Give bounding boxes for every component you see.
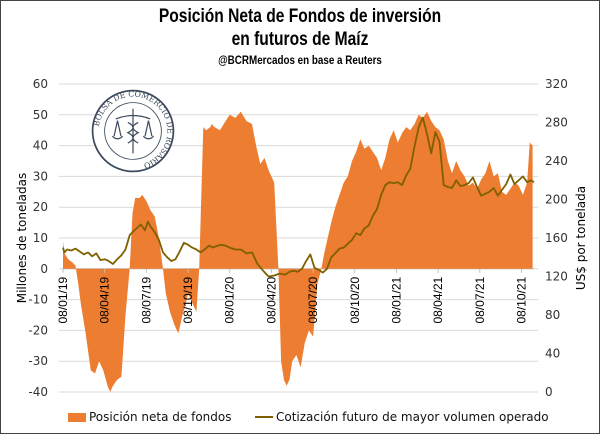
y-left-ticks: 60 50 40 30 20 10 0 -10 -20 -30 -40	[28, 77, 48, 399]
y-left-tick-label: -30	[28, 354, 48, 368]
y-left-axis-label: Millones de toneladas	[15, 173, 29, 304]
legend-line-swatch-icon	[255, 416, 273, 418]
x-tick-label: 08/01/20	[223, 276, 237, 323]
y-left-tick-label: 20	[33, 200, 48, 214]
bcr-logo: BOLSA DE COMERCIO DE ROSARIO	[91, 90, 174, 173]
y-right-tick-label: 160	[545, 231, 568, 245]
y-left-tick-label: 40	[33, 139, 48, 153]
legend-item-position: Posición neta de fondos	[68, 410, 232, 424]
y-right-tick-label: 80	[545, 308, 560, 322]
legend-label-price: Cotización futuro de mayor volumen opera…	[276, 410, 549, 424]
y-left-tick-label: 50	[33, 108, 48, 122]
chart-subtitle: @BCRMercados en base a Reuters	[218, 53, 382, 67]
logo-inner-ring	[104, 102, 162, 160]
legend-label-position: Posición neta de fondos	[89, 410, 232, 424]
area-series	[63, 111, 533, 392]
y-left-tick-label: -10	[28, 293, 48, 307]
y-left-tick-label: 30	[33, 169, 48, 183]
x-tick-label: 08/07/19	[139, 276, 153, 323]
x-tick-label: 08/04/19	[98, 276, 112, 323]
x-ticks: 08/01/19 08/04/19 08/07/19 08/10/19 08/01/20…	[56, 268, 528, 324]
y-left-tick-label: -40	[28, 385, 48, 399]
y-left-tick-label: 60	[33, 77, 48, 91]
y-right-tick-label: 240	[545, 154, 568, 168]
x-tick-label: 08/07/20	[306, 276, 320, 323]
y-right-tick-label: 120	[545, 270, 568, 284]
x-tick-label: 08/04/20	[264, 276, 278, 323]
chart-title-line1: Posición Neta de Fondos de inversión	[158, 6, 442, 27]
y-left-tick-label: 0	[40, 262, 48, 276]
line-series	[62, 116, 535, 278]
chart-title-line2: en futuros de Maíz	[231, 29, 369, 50]
y-right-tick-label: 200	[545, 193, 568, 207]
y-right-axis-label: US$ por tonelada	[574, 186, 588, 290]
x-tick-label: 08/10/19	[181, 276, 195, 323]
line-cotizacion-futuro	[62, 116, 535, 278]
x-tick-label: 08/10/21	[514, 276, 528, 323]
y-right-ticks: 320 280 240 200 160 120 80 40 0	[545, 77, 568, 399]
x-tick-label: 08/07/21	[473, 276, 487, 323]
legend-area-swatch-icon	[68, 412, 86, 422]
x-tick-label: 08/04/21	[431, 276, 445, 323]
x-tick-label: 08/01/21	[389, 276, 403, 323]
y-left-tick-label: 10	[33, 231, 48, 245]
area-position-neta	[63, 111, 533, 392]
y-left-tick-label: -20	[28, 323, 48, 337]
x-tick-label: 08/01/19	[56, 276, 70, 323]
y-right-tick-label: 320	[545, 77, 568, 91]
x-tick-label: 08/10/20	[348, 276, 362, 323]
y-right-tick-label: 280	[545, 116, 568, 130]
legend-item-price: Cotización futuro de mayor volumen opera…	[255, 410, 549, 424]
y-right-tick-label: 0	[545, 385, 553, 399]
caduceus-scales-icon	[111, 108, 155, 154]
y-right-tick-label: 40	[545, 347, 560, 361]
